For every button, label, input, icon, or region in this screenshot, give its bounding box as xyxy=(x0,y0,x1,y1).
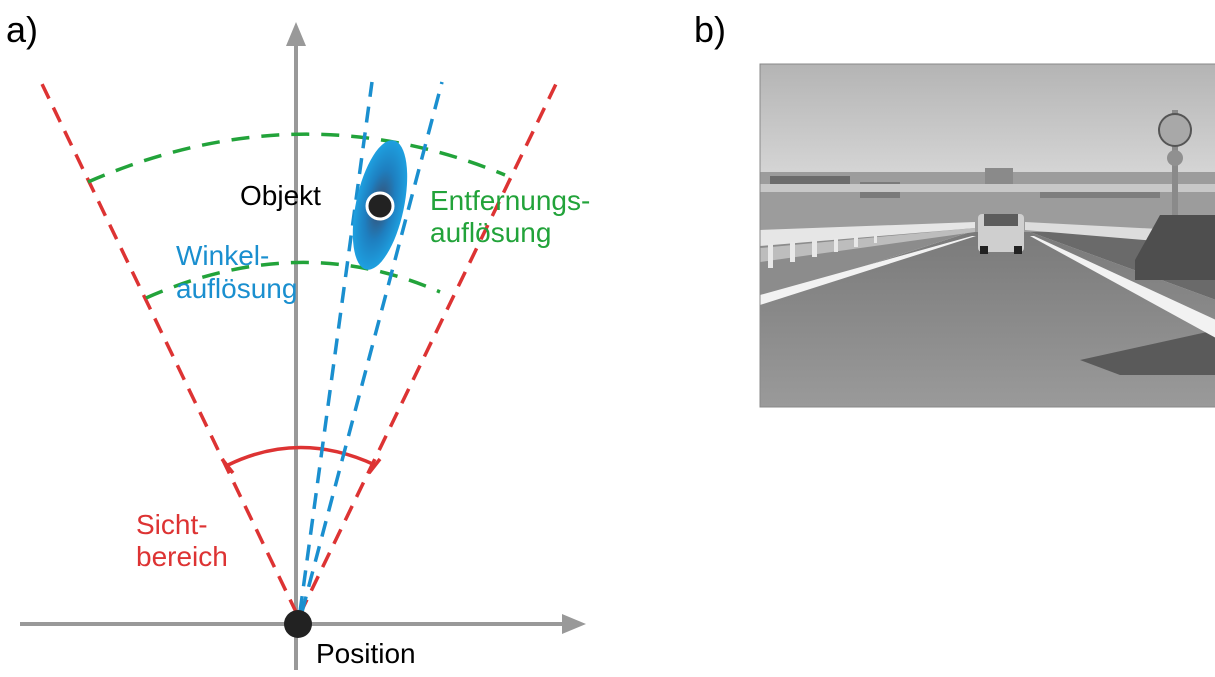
panel-a-label: a) xyxy=(6,9,38,50)
photo-lane-left xyxy=(760,236,976,305)
range-resolution-label-1: Entfernungs- xyxy=(430,185,590,216)
position-dot-icon xyxy=(284,610,312,638)
fov-right-edge xyxy=(298,83,558,615)
angle-line-right xyxy=(300,81,444,613)
range-resolution-label-2: auflösung xyxy=(430,217,551,248)
fov-left-edge xyxy=(40,83,299,615)
range-arc-inner xyxy=(145,260,441,300)
range-arc-outer xyxy=(87,132,506,184)
object-dot-icon xyxy=(365,191,395,221)
photo-car xyxy=(978,214,1024,254)
panel-b-label: b) xyxy=(694,9,726,50)
angular-resolution-label-1: Winkel- xyxy=(176,240,269,271)
photo-lane-right xyxy=(1030,236,1215,338)
fov-label-2: bereich xyxy=(136,541,228,572)
position-label: Position xyxy=(316,638,416,669)
coordinate-axes xyxy=(20,22,586,670)
photo-sky xyxy=(760,64,1215,184)
object-label: Objekt xyxy=(240,180,321,211)
road-photo xyxy=(759,63,1215,408)
photo-sign-icon xyxy=(1158,113,1192,147)
range-resolution-arcs xyxy=(87,132,506,300)
angle-line-left xyxy=(298,81,374,613)
x-axis-arrow-icon xyxy=(562,614,586,634)
angular-resolution-lines xyxy=(298,81,444,613)
angular-resolution-label-2: auflösung xyxy=(176,273,297,304)
fov-arc xyxy=(220,445,382,475)
diagram-a: Objekt Entfernungs- auflösung Winkel- au… xyxy=(20,22,590,670)
fov-label-1: Sicht- xyxy=(136,509,208,540)
y-axis-arrow-icon xyxy=(286,22,306,46)
field-of-view xyxy=(40,83,558,615)
